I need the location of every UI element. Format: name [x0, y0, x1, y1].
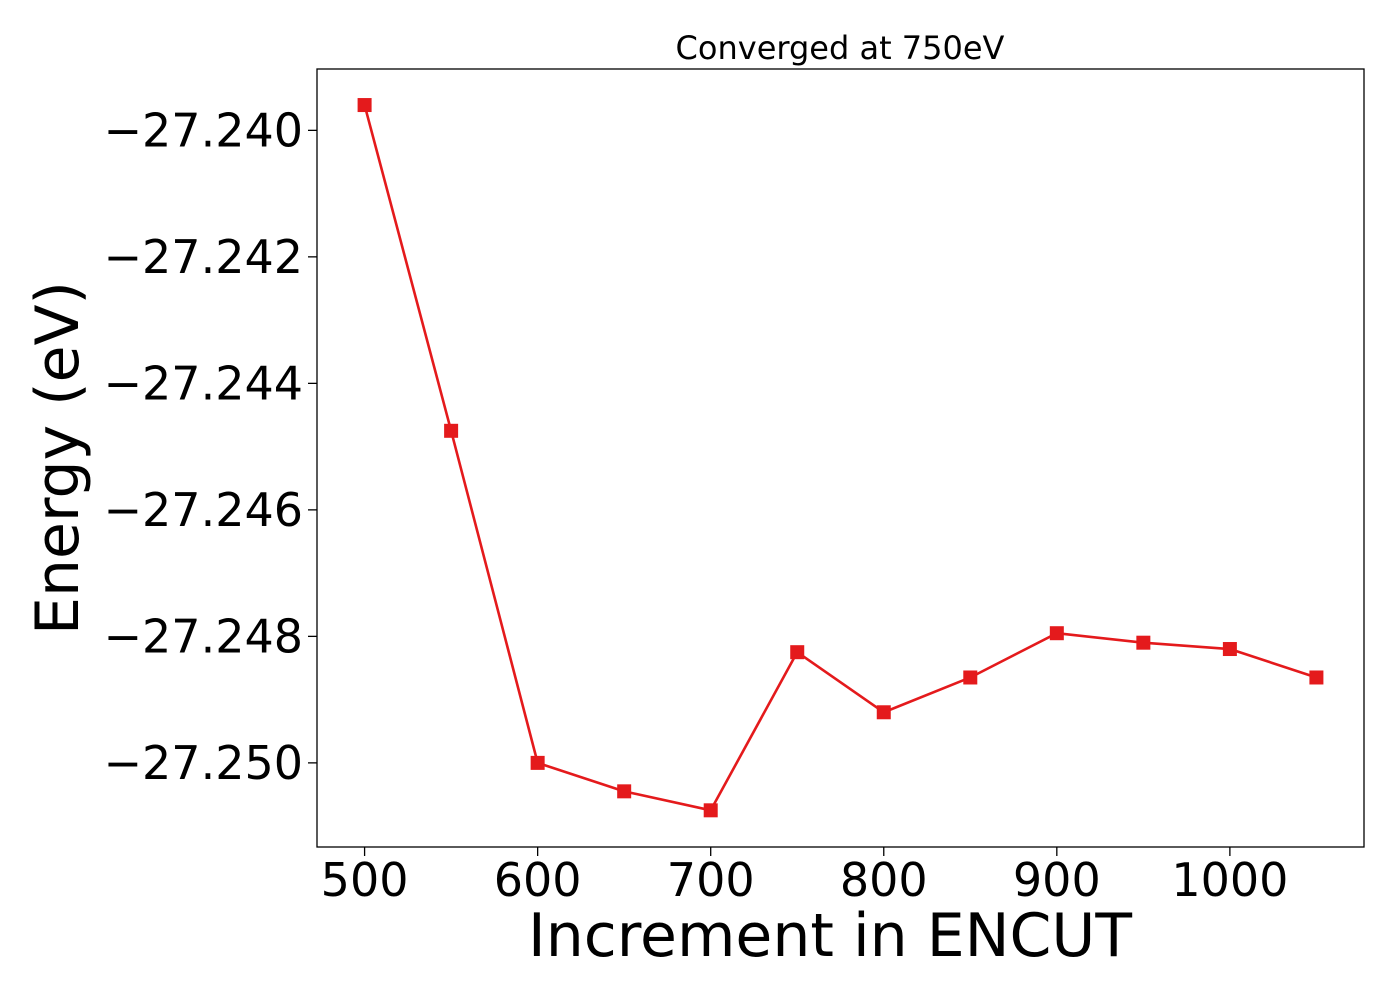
- chart-title: Converged at 750eV: [676, 29, 1005, 67]
- y-tick-label: −27.246: [104, 483, 304, 537]
- y-tick-label: −27.240: [104, 103, 304, 157]
- data-point-marker: [1222, 642, 1237, 657]
- y-tick-label: −27.248: [104, 609, 304, 663]
- y-tick-label: −27.250: [104, 736, 304, 790]
- x-tick-label: 600: [494, 853, 582, 907]
- y-axis-title: Energy (eV): [23, 281, 93, 635]
- data-point-marker: [1309, 670, 1324, 685]
- series-layer: [357, 98, 1324, 818]
- plot-frame: [316, 68, 1365, 848]
- data-point-marker: [530, 755, 545, 770]
- data-point-marker: [876, 705, 891, 720]
- data-point-marker: [790, 645, 805, 660]
- x-tick-label: 500: [321, 853, 409, 907]
- data-point-marker: [1136, 635, 1151, 650]
- data-point-marker: [963, 670, 978, 685]
- y-axis-ticks: −27.240 −27.242 −27.244 −27.246 −27.248 −27.2…: [104, 103, 317, 790]
- x-axis-title: Increment in ENCUT: [528, 901, 1132, 971]
- data-point-marker: [357, 98, 372, 113]
- data-point-marker: [1049, 626, 1064, 641]
- x-axis-ticks: 500 600 700 800 900 1000: [321, 847, 1288, 907]
- data-point-marker: [444, 423, 459, 438]
- data-point-marker: [703, 803, 718, 818]
- x-tick-label: 1000: [1171, 853, 1288, 907]
- y-tick-label: −27.244: [104, 356, 304, 410]
- y-tick-label: −27.242: [104, 230, 304, 284]
- data-point-marker: [617, 784, 632, 799]
- x-tick-label: 800: [840, 853, 928, 907]
- series-line: [363, 104, 1317, 812]
- x-tick-label: 900: [1013, 853, 1101, 907]
- x-tick-label: 700: [667, 853, 755, 907]
